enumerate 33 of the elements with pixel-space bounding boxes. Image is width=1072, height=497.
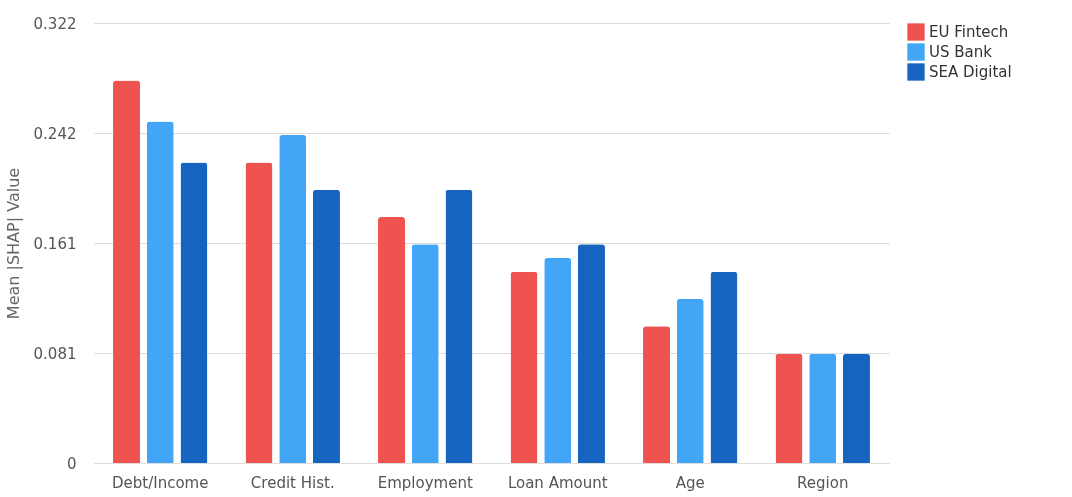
bar xyxy=(180,162,208,463)
bar xyxy=(710,271,738,463)
bar xyxy=(643,326,671,463)
y-tick-label: 0.161 xyxy=(33,234,77,253)
bar xyxy=(411,244,439,463)
y-axis-title: Mean |SHAP| Value xyxy=(3,167,23,320)
x-tick-label: Age xyxy=(675,473,705,492)
y-tick-label: 0.081 xyxy=(33,344,77,363)
x-tick-label: Debt/Income xyxy=(112,473,209,492)
x-tick-label: Credit Hist. xyxy=(250,473,335,492)
bar xyxy=(676,299,704,463)
bar xyxy=(775,353,803,463)
bar xyxy=(113,80,141,463)
x-tick-label: Region xyxy=(797,473,849,492)
bar xyxy=(510,271,538,463)
x-tick-label: Employment xyxy=(377,473,473,492)
legend-label: SEA Digital xyxy=(929,63,1012,81)
bar xyxy=(842,353,870,463)
bar xyxy=(577,244,605,463)
y-tick-label: 0.322 xyxy=(33,14,77,33)
bar xyxy=(312,189,340,463)
bar xyxy=(378,217,406,463)
y-tick-label: 0.242 xyxy=(33,124,77,143)
bar xyxy=(809,353,837,463)
bar xyxy=(279,135,307,463)
y-tick-label: 0 xyxy=(66,454,77,473)
bar xyxy=(544,258,572,463)
x-tick-label: Loan Amount xyxy=(507,473,608,492)
legend-label: EU Fintech xyxy=(929,23,1009,41)
bar xyxy=(146,121,174,463)
bar xyxy=(245,162,273,463)
legend-label: US Bank xyxy=(929,43,993,61)
bar xyxy=(445,189,473,463)
